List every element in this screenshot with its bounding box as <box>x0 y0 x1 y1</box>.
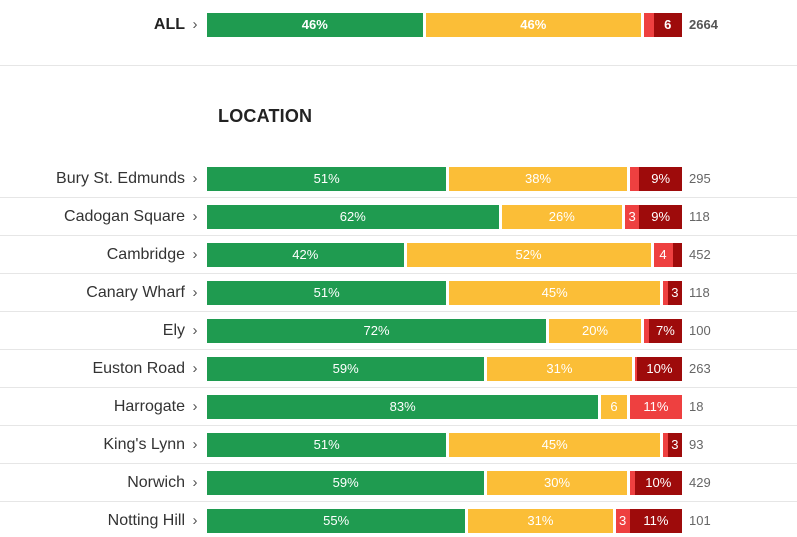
bar-segment-1: 55% <box>207 508 466 533</box>
chevron-right-icon[interactable]: › <box>192 283 198 301</box>
bar-segment-4: 7% <box>648 318 682 343</box>
bar-segment-3: 3 <box>615 508 630 533</box>
bar-segment-2: 31% <box>487 356 632 381</box>
chevron-right-icon[interactable]: › <box>192 473 198 491</box>
divider <box>0 462 797 464</box>
row-count: 295 <box>689 171 711 186</box>
row-label[interactable]: Ely <box>162 321 185 339</box>
bar-segment-2: 6 <box>601 394 627 419</box>
bar-segment-2: 38% <box>449 167 627 191</box>
divider <box>0 424 797 426</box>
divider <box>0 234 797 236</box>
stacked-bar: 83% 6 11% <box>207 394 682 419</box>
row-count: 263 <box>689 360 711 376</box>
divider <box>0 348 797 350</box>
bar-segment-2: 45% <box>449 280 660 305</box>
bar-segment-2: 31% <box>468 508 613 533</box>
bar-segment-4: 9% <box>639 204 682 229</box>
row-count: 101 <box>689 512 711 528</box>
row-label[interactable]: Cambridge <box>106 245 185 263</box>
bar-segment-3 <box>629 470 635 495</box>
bar-segment-1: 83% <box>207 394 599 419</box>
bar-segment-3 <box>629 167 640 191</box>
divider <box>0 310 797 312</box>
bar-segment-4: 3 <box>667 280 682 305</box>
row-count: 429 <box>689 474 711 490</box>
row-count: 452 <box>689 246 711 262</box>
bar-segment-3: 11% <box>629 394 682 419</box>
bar-segment-2: 45% <box>449 432 660 457</box>
chevron-right-icon[interactable]: › <box>192 511 198 529</box>
bar-segment-2: 52% <box>406 242 651 267</box>
stacked-bar: 51% 38% 9% <box>207 167 682 191</box>
row-count: 2664 <box>689 17 718 32</box>
chevron-right-icon[interactable]: › <box>192 245 198 263</box>
bar-segment-4: 3 <box>667 432 682 457</box>
bar-segment-4: 9% <box>639 167 682 191</box>
divider <box>0 386 797 388</box>
bar-segment-1: 51% <box>207 280 447 305</box>
bar-segment-1: 42% <box>207 242 404 267</box>
bar-segment-1: 72% <box>207 318 546 343</box>
stacked-bar: 59% 31% 10% <box>207 356 682 381</box>
stacked-bar: 51% 45% 3 <box>207 432 682 457</box>
row-label[interactable]: ALL <box>153 16 185 33</box>
divider <box>0 65 797 66</box>
stacked-bar: 62% 26% 3 9% <box>207 204 682 229</box>
stacked-bar: 59% 30% 10% <box>207 470 682 495</box>
stacked-bar: 46% 46% 6 <box>207 13 682 37</box>
bar-segment-1: 59% <box>207 470 485 495</box>
bar-segment-4: 11% <box>629 508 682 533</box>
bar-segment-4 <box>672 242 682 267</box>
stacked-bar: 72% 20% 7% <box>207 318 682 343</box>
bar-segment-3 <box>634 356 637 381</box>
bar-segment-2: 26% <box>501 204 622 229</box>
row-count: 100 <box>689 322 711 338</box>
row-label[interactable]: King's Lynn <box>103 435 185 453</box>
divider <box>0 272 797 274</box>
row-label[interactable]: Harrogate <box>113 397 185 415</box>
bar-segment-3 <box>663 280 668 305</box>
row-count: 18 <box>689 398 704 414</box>
bar-segment-3: 4 <box>653 242 673 267</box>
row-label[interactable]: Canary Wharf <box>86 283 185 301</box>
chevron-right-icon[interactable]: › <box>192 170 198 187</box>
row-label[interactable]: Euston Road <box>92 359 185 377</box>
chevron-right-icon[interactable]: › <box>192 16 198 33</box>
stacked-bar: 55% 31% 3 11% <box>207 508 682 533</box>
section-title: LOCATION <box>218 106 313 126</box>
bar-segment-1: 46% <box>207 13 423 37</box>
chevron-right-icon[interactable]: › <box>192 321 198 339</box>
bar-segment-3 <box>663 432 668 457</box>
bar-segment-2: 46% <box>425 13 641 37</box>
row-label[interactable]: Norwich <box>127 473 185 491</box>
bar-segment-2: 20% <box>549 318 641 343</box>
row-label[interactable]: Bury St. Edmunds <box>56 170 185 187</box>
bar-segment-1: 62% <box>207 204 499 229</box>
row-count: 118 <box>689 208 710 224</box>
divider <box>0 500 797 502</box>
chevron-right-icon[interactable]: › <box>192 359 198 377</box>
row-label[interactable]: Notting Hill <box>107 511 185 529</box>
bar-segment-3 <box>644 318 649 343</box>
chevron-right-icon[interactable]: › <box>192 397 198 415</box>
row-label[interactable]: Cadogan Square <box>64 207 185 225</box>
bar-segment-1: 59% <box>207 356 485 381</box>
bar-segment-1: 51% <box>207 432 447 457</box>
chevron-right-icon[interactable]: › <box>192 207 198 225</box>
divider <box>0 197 797 198</box>
bar-segment-4: 10% <box>634 470 682 495</box>
stacked-bar: 42% 52% 4 <box>207 242 682 267</box>
row-count: 118 <box>689 284 710 300</box>
bar-segment-4: 6 <box>653 13 682 37</box>
chevron-right-icon[interactable]: › <box>192 435 198 453</box>
bar-segment-3: 3 <box>625 204 640 229</box>
stacked-bar: 51% 45% 3 <box>207 280 682 305</box>
row-count: 93 <box>689 436 704 452</box>
bar-segment-1: 51% <box>207 167 447 191</box>
bar-segment-2: 30% <box>487 470 627 495</box>
bar-segment-3 <box>644 13 654 37</box>
bar-segment-4: 10% <box>636 356 682 381</box>
